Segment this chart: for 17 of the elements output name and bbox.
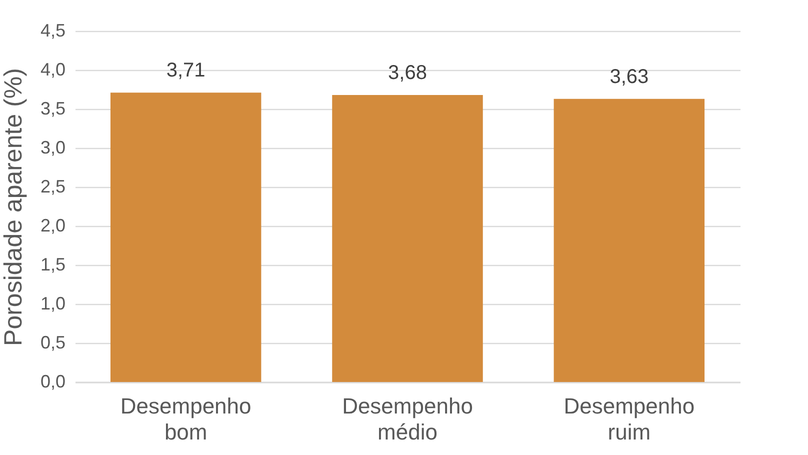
y-tick-label: 1,0 [40,294,66,314]
x-tick-label: Desempenho bom [120,394,252,444]
y-tick-label: 4,5 [40,20,66,40]
y-tick-label: 2,0 [40,216,66,236]
y-tick-label: 0,0 [40,372,66,392]
y-tick-label: 3,0 [40,138,66,158]
y-tick-label: 3,5 [40,98,66,118]
data-label: 3,63 [610,66,649,88]
y-tick-label: 2,5 [40,176,66,196]
y-tick-label: 0,5 [40,332,66,352]
data-label: 3,68 [388,62,427,84]
y-axis-title: Porosidade aparente (%) [0,68,28,346]
x-tick-label: Desempenho ruim [564,394,695,444]
x-tick-label: Desempenho médio [342,394,473,444]
data-label: 3,71 [166,60,206,82]
y-tick-label: 4,0 [40,60,66,80]
y-tick-label: 1,5 [40,254,66,274]
